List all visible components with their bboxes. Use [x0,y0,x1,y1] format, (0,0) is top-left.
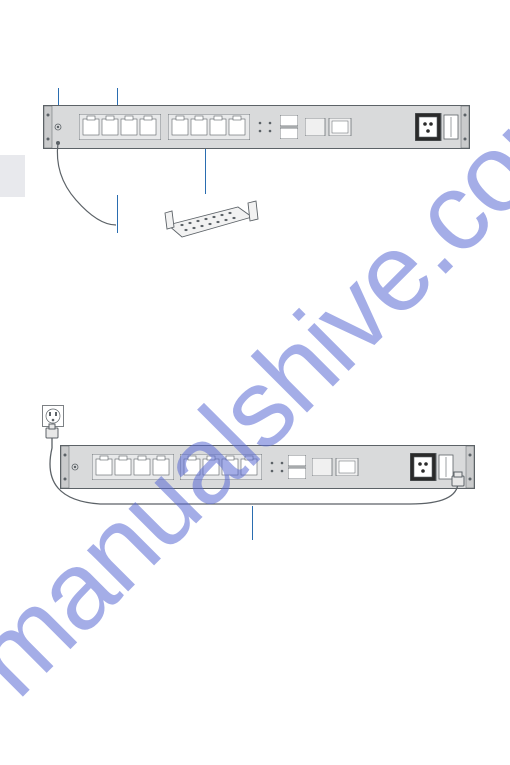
power-cord [0,0,490,560]
callout-line [252,506,253,540]
